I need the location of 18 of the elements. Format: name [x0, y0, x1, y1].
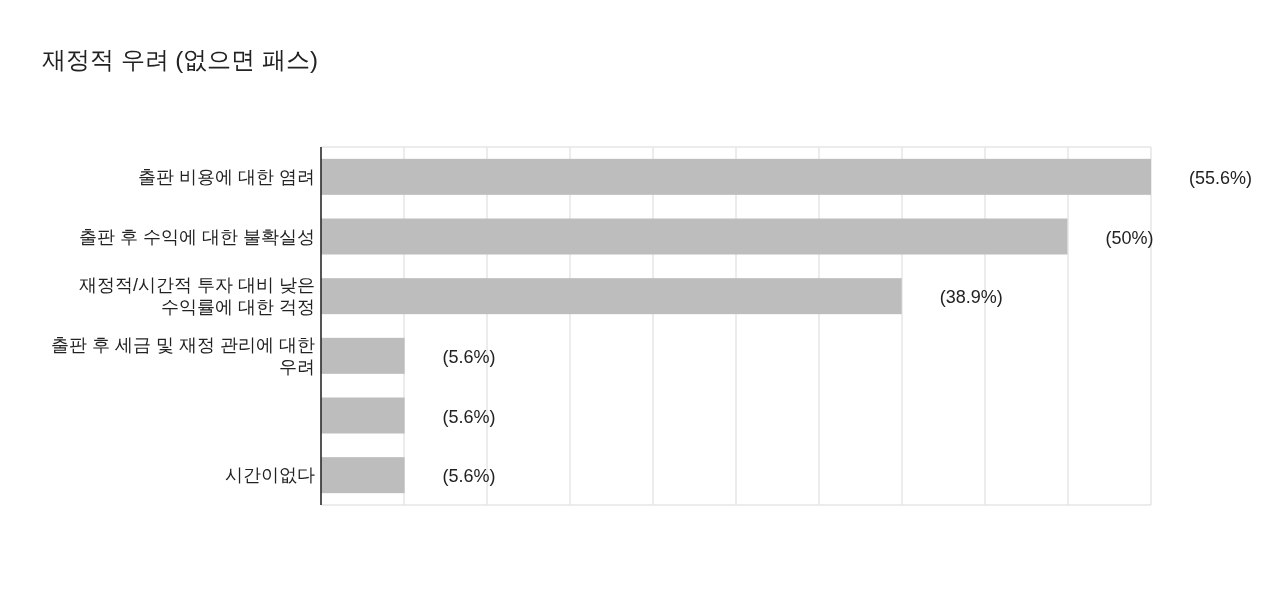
bar: [321, 278, 902, 315]
data-label: (5.6%): [442, 346, 496, 367]
y-tick-label: 재정적/시간적 투자 대비 낮은 수익률에 대한 걱정: [78, 275, 315, 318]
y-tick-label: 출판 후 세금 및 재정 관리에 대한 우려: [50, 334, 315, 377]
data-label: (55.6%): [1189, 167, 1253, 188]
bar: [321, 218, 1068, 255]
data-label: (5.6%): [442, 406, 496, 427]
bar: [321, 158, 1151, 195]
bar: [321, 337, 405, 374]
y-tick-label: 시간이없다: [225, 465, 315, 486]
y-tick-label: 출판 후 수익에 대한 불확실성: [78, 226, 315, 247]
data-label: (5.6%): [442, 466, 496, 487]
bar: [321, 457, 405, 494]
chart-title: 재정적 우려 (없으면 패스): [42, 46, 318, 73]
data-label: (38.9%): [939, 287, 1003, 308]
y-tick-label: 출판 비용에 대한 염려: [137, 166, 315, 187]
data-label: (50%): [1105, 227, 1154, 248]
bar: [321, 397, 405, 434]
